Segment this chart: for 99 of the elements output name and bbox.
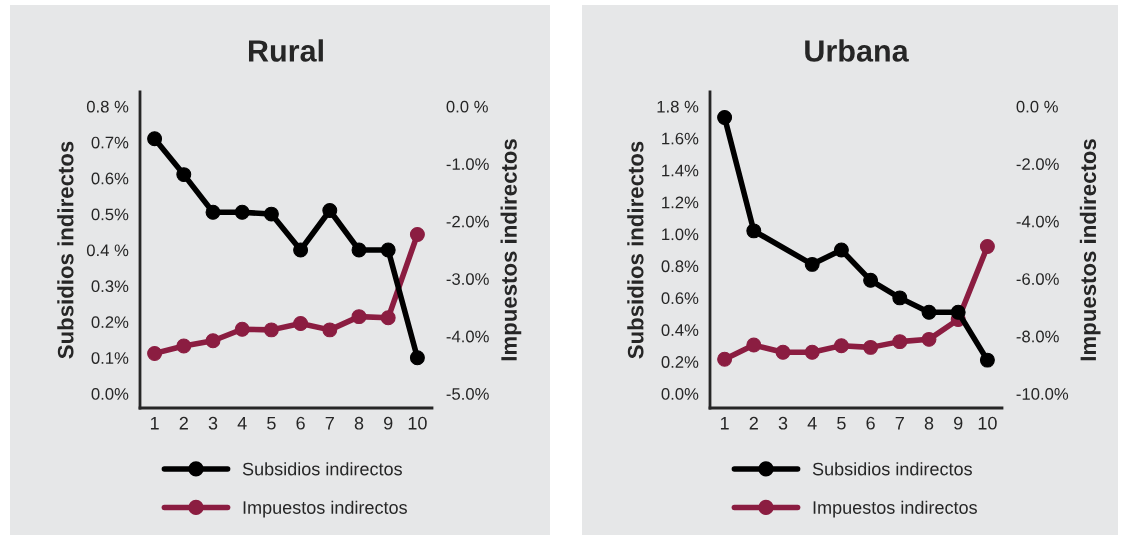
point [293, 316, 309, 332]
x-tick-label: 9 [954, 416, 963, 430]
point [950, 304, 966, 320]
point [351, 242, 367, 258]
point [921, 304, 937, 320]
y-tick-label: 0.1% [91, 352, 129, 364]
y2-tick-label: -3.0% [446, 273, 489, 285]
y2-tick-label: -2.0% [446, 215, 489, 228]
point [176, 338, 192, 354]
point [746, 337, 762, 353]
point [380, 242, 396, 258]
x-tick-label: 5 [837, 417, 846, 430]
y-tick-label: 0.6% [91, 172, 129, 185]
point [804, 256, 820, 272]
point [409, 350, 425, 366]
chart-title: Urbana [805, 39, 909, 62]
point [234, 204, 250, 220]
y2-tick-label: -4.0% [1016, 215, 1059, 228]
y-tick-label: 0.8 % [86, 100, 129, 113]
chart-title: Rural [248, 39, 323, 62]
y-tick-label: 1.0% [662, 228, 699, 241]
point [804, 344, 820, 360]
x-tick-label: 1 [720, 417, 729, 430]
point [322, 322, 338, 338]
x-tick-label: 7 [325, 417, 334, 430]
legend-label: Impuestos indirectos [813, 500, 977, 518]
y-tick-label: 0.5% [91, 208, 129, 221]
point [147, 131, 163, 147]
x-tick-label: 8 [354, 416, 364, 430]
legend-label: Impuestos indirectos [243, 500, 407, 518]
point [833, 338, 849, 354]
point [892, 334, 908, 350]
point [863, 272, 879, 288]
point [351, 309, 367, 325]
point [921, 331, 937, 347]
point [717, 351, 733, 367]
point [979, 239, 995, 255]
x-tick-label: 8 [924, 416, 934, 430]
x-tick-label: 4 [237, 417, 247, 430]
point [979, 352, 995, 368]
y2-tick-label: -10.0% [1016, 388, 1069, 400]
y-tick-label: 0.2% [661, 356, 699, 368]
point [234, 321, 250, 337]
y-tick-label: 1.4% [662, 164, 699, 177]
point [892, 290, 908, 306]
point [863, 339, 879, 355]
point [293, 242, 309, 258]
y-tick-label: 1.8 % [657, 100, 699, 113]
legend-label: Subsidios indirectos [812, 462, 972, 476]
y-tick-label: 0.4% [661, 324, 699, 336]
x-tick-label: 6 [296, 416, 305, 430]
x-tick-label: 7 [895, 417, 904, 430]
point [263, 322, 279, 338]
point [775, 344, 791, 360]
x-tick-label: 2 [749, 416, 758, 430]
y2-tick-label: -8.0% [1016, 330, 1059, 343]
y-axis-title: Subsidios indirectos [57, 141, 74, 359]
y-axis-title: Subsidios indirectos [627, 141, 644, 359]
y2-tick-label: -1.0% [446, 158, 489, 171]
point [147, 345, 163, 361]
y-tick-label: 0.8% [661, 260, 699, 273]
y2-tick-label: -6.0% [1016, 273, 1059, 285]
point [409, 227, 425, 242]
y2-tick-label: -2.0% [1016, 158, 1059, 171]
y2-tick-label: -5.0% [446, 388, 489, 400]
x-tick-label: 4 [807, 417, 817, 430]
point [176, 167, 192, 183]
x-tick-label: 1 [150, 417, 159, 430]
y2-tick-label: 0.0 % [446, 100, 488, 113]
legend-label: Subsidios indirectos [242, 462, 402, 476]
point [205, 204, 221, 220]
x-tick-label: 10 [408, 416, 427, 430]
y-tick-label: 1.2% [662, 196, 699, 209]
y-tick-label: 0.0% [661, 388, 699, 400]
x-tick-label: 2 [179, 416, 188, 430]
y2-tick-label: -4.0% [446, 330, 489, 343]
x-tick-label: 6 [866, 416, 875, 430]
y2-tick-label: 0.0 % [1016, 100, 1058, 113]
point [717, 110, 733, 125]
x-tick-label: 9 [384, 416, 393, 430]
point [205, 333, 221, 349]
point [263, 206, 279, 222]
y-tick-label: 0.0% [91, 388, 129, 400]
y2-axis-title: Impuestos indirectos [1079, 139, 1101, 361]
x-tick-label: 5 [267, 417, 276, 430]
x-tick-label: 3 [208, 416, 218, 430]
y2-axis-title: Impuestos indirectos [500, 139, 522, 361]
y-tick-label: 0.4 % [86, 244, 129, 257]
x-tick-label: 10 [978, 416, 997, 430]
x-tick-label: 3 [778, 416, 788, 430]
y-tick-label: 0.6% [661, 292, 699, 305]
y-tick-label: 1.6% [662, 132, 699, 145]
point [380, 310, 396, 326]
y-tick-label: 0.7% [91, 136, 129, 149]
y-tick-label: 0.2% [91, 316, 129, 329]
point [833, 242, 849, 258]
y-tick-label: 0.3% [91, 280, 129, 293]
point [322, 203, 338, 218]
point [746, 223, 762, 239]
